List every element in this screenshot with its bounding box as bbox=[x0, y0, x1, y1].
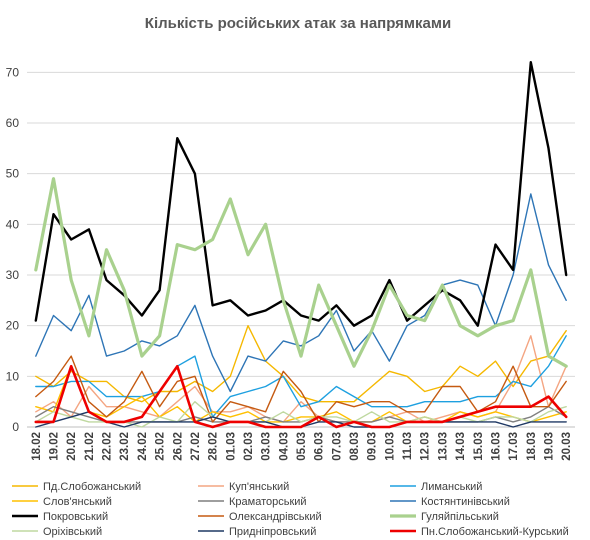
x-tick-label: 18.02 bbox=[31, 432, 43, 461]
legend-label: Придніпровський bbox=[229, 526, 316, 538]
x-tick-label: 20.03 bbox=[561, 432, 573, 461]
legend-label: Олександрівський bbox=[229, 511, 322, 523]
y-tick-label: 20 bbox=[6, 319, 20, 333]
y-tick-label: 70 bbox=[6, 65, 20, 79]
x-tick-label: 27.02 bbox=[190, 432, 202, 461]
x-tick-label: 18.03 bbox=[526, 432, 538, 461]
legend-label: Лиманський bbox=[421, 481, 482, 493]
legend-label: Слов'янський bbox=[43, 496, 112, 508]
legend: Пд.Слобожанський Куп'янський Лиманський Сло… bbox=[12, 481, 569, 538]
chart-title: Кількість російських атак за напрямками bbox=[145, 15, 451, 32]
x-tick-label: 24.02 bbox=[137, 432, 149, 461]
y-tick-label: 60 bbox=[6, 116, 20, 130]
legend-label: Пд.Слобожанський bbox=[43, 481, 141, 493]
x-tick-label: 17.03 bbox=[508, 432, 520, 461]
x-tick-label: 13.03 bbox=[437, 432, 449, 461]
x-tick-label: 15.03 bbox=[473, 432, 485, 461]
x-tick-label: 07.03 bbox=[331, 432, 343, 461]
y-tick-label: 40 bbox=[6, 217, 20, 231]
x-tick-label: 10.03 bbox=[384, 432, 396, 461]
x-tick-label: 20.02 bbox=[66, 432, 78, 461]
legend-label: Краматорський bbox=[229, 496, 307, 508]
legend-label: Куп'янський bbox=[229, 481, 289, 493]
series-line-8 bbox=[34, 177, 568, 368]
x-tick-label: 09.03 bbox=[367, 432, 379, 461]
gridlines bbox=[27, 71, 575, 428]
series-line-0 bbox=[35, 325, 567, 403]
series-line-11 bbox=[34, 364, 568, 429]
legend-label: Пн.Слобожанський-Курський bbox=[421, 526, 569, 538]
x-tick-label: 02.03 bbox=[243, 432, 255, 461]
y-tick-label: 0 bbox=[12, 420, 19, 434]
x-tick-label: 19.03 bbox=[543, 432, 555, 461]
series-lines bbox=[34, 61, 568, 429]
x-tick-label: 22.02 bbox=[102, 432, 114, 461]
x-tick-label: 26.02 bbox=[172, 432, 184, 461]
x-tick-label: 03.03 bbox=[261, 432, 273, 461]
y-tick-label: 50 bbox=[6, 167, 20, 181]
x-axis-ticks: 18.02 19.02 20.02 21.02 22.02 23.02 24.02 25.02… bbox=[31, 432, 573, 461]
x-tick-label: 06.03 bbox=[314, 432, 326, 461]
x-tick-label: 05.03 bbox=[296, 432, 308, 461]
x-tick-label: 19.02 bbox=[49, 432, 61, 461]
x-tick-label: 12.03 bbox=[420, 432, 432, 461]
x-tick-label: 21.02 bbox=[84, 432, 96, 461]
y-tick-label: 30 bbox=[6, 268, 20, 282]
legend-label: Оріхівський bbox=[43, 526, 102, 538]
x-tick-label: 11.03 bbox=[402, 432, 414, 460]
series-line-6 bbox=[34, 61, 568, 327]
x-tick-label: 23.02 bbox=[119, 432, 131, 461]
series-line-5 bbox=[35, 193, 567, 393]
x-tick-label: 14.03 bbox=[455, 432, 467, 461]
y-axis-ticks: 0 10 20 30 40 50 60 70 bbox=[6, 65, 20, 434]
y-tick-label: 10 bbox=[6, 369, 20, 383]
legend-label: Костянтинівський bbox=[421, 496, 510, 508]
series-line-2 bbox=[35, 335, 567, 418]
x-tick-label: 16.03 bbox=[490, 432, 502, 461]
legend-label: Гуляйпільський bbox=[421, 511, 499, 523]
x-tick-label: 28.02 bbox=[208, 432, 220, 461]
x-tick-label: 08.03 bbox=[349, 432, 361, 461]
x-tick-label: 01.03 bbox=[225, 432, 237, 461]
legend-label: Покровський bbox=[43, 511, 108, 523]
x-tick-label: 25.02 bbox=[155, 432, 167, 461]
series-line-3 bbox=[35, 365, 567, 423]
x-tick-label: 04.03 bbox=[278, 432, 290, 461]
